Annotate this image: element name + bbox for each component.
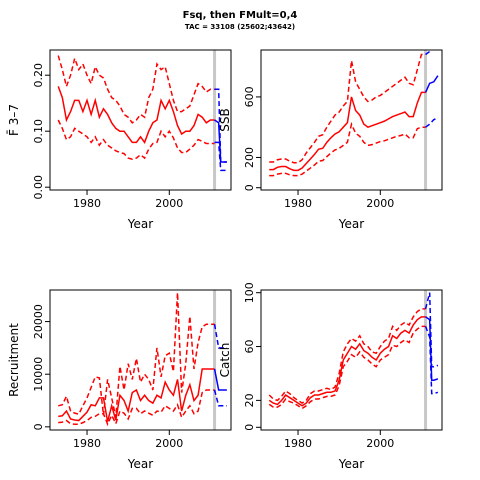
figure-title: Fsq, then FMult=0,4 bbox=[182, 10, 298, 21]
series-projection-upper bbox=[424, 292, 439, 368]
y-tick-label: 0 bbox=[243, 184, 256, 191]
plot-frame bbox=[49, 49, 232, 191]
series-projection-lower bbox=[213, 389, 227, 407]
series-historic-upper bbox=[268, 308, 426, 404]
y-tick-label: 200 bbox=[243, 147, 256, 168]
y-tick-label: 0.00 bbox=[32, 175, 45, 200]
x-tick-label: 1980 bbox=[284, 197, 312, 210]
series-projection-upper bbox=[213, 324, 227, 349]
y-axis-label: Recruitment bbox=[7, 323, 21, 397]
series-projection-median bbox=[425, 316, 439, 381]
series-historic-median bbox=[58, 368, 215, 422]
x-axis-label: Year bbox=[127, 217, 153, 231]
series-historic-median bbox=[268, 316, 426, 407]
series-historic-lower bbox=[58, 389, 215, 427]
series-projection-lower bbox=[424, 326, 439, 395]
x-tick-label: 2000 bbox=[155, 437, 183, 450]
series-historic-lower bbox=[57, 119, 215, 160]
panel-ssb: 1980 2000 0 200 600 Year SSB bbox=[218, 49, 443, 231]
x-tick-label: 1980 bbox=[73, 197, 101, 210]
series-historic-lower bbox=[269, 121, 426, 177]
y-tick-label: 0 bbox=[32, 423, 45, 430]
series-projection-upper bbox=[425, 50, 431, 56]
y-tick-label: 100 bbox=[243, 282, 256, 303]
panel-f: 1980 2000 0.00 0.10 0.20 Year F̄ 3–7 bbox=[7, 49, 232, 231]
x-tick-label: 2000 bbox=[366, 437, 394, 450]
x-tick-label: 1980 bbox=[284, 437, 312, 450]
series-projection-median bbox=[424, 75, 439, 93]
series-historic-lower bbox=[268, 325, 426, 410]
y-tick-label: 600 bbox=[243, 86, 256, 107]
y-axis-label: Catch bbox=[218, 343, 232, 378]
figure-subtitle: TAC = 33108 (25602;43642) bbox=[184, 23, 296, 31]
series-projection-lower bbox=[425, 117, 439, 128]
x-axis-label: Year bbox=[127, 457, 153, 471]
x-axis-label: Year bbox=[338, 457, 364, 471]
y-tick-label: 10000 bbox=[32, 357, 45, 392]
y-axis-label: F̄ 3–7 bbox=[7, 104, 21, 136]
series-projection-median bbox=[213, 368, 227, 391]
series-historic-upper bbox=[269, 53, 426, 164]
series-projection-lower bbox=[214, 141, 227, 172]
x-tick-label: 2000 bbox=[366, 197, 394, 210]
plot-frame bbox=[260, 289, 443, 431]
y-tick-label: 0 bbox=[243, 424, 256, 431]
series-historic-median bbox=[57, 86, 215, 144]
panel-catch: 1980 2000 0 20 60 100 Year Catch bbox=[218, 282, 443, 471]
y-tick-label: 0.10 bbox=[32, 119, 45, 144]
y-axis-label: SSB bbox=[218, 108, 232, 131]
y-tick-label: 0.20 bbox=[32, 63, 45, 88]
y-tick-label: 20 bbox=[243, 393, 256, 407]
series-historic-upper bbox=[58, 292, 215, 418]
x-tick-label: 1980 bbox=[73, 437, 101, 450]
y-tick-label: 60 bbox=[243, 340, 256, 354]
plot-frame bbox=[260, 49, 443, 191]
series-projection-upper bbox=[214, 88, 227, 163]
plot-frame bbox=[49, 289, 232, 431]
series-historic-upper bbox=[57, 55, 215, 124]
y-tick-label: 20000 bbox=[32, 304, 45, 339]
x-tick-label: 2000 bbox=[155, 197, 183, 210]
x-axis-label: Year bbox=[338, 217, 364, 231]
series-historic-median bbox=[269, 91, 426, 172]
